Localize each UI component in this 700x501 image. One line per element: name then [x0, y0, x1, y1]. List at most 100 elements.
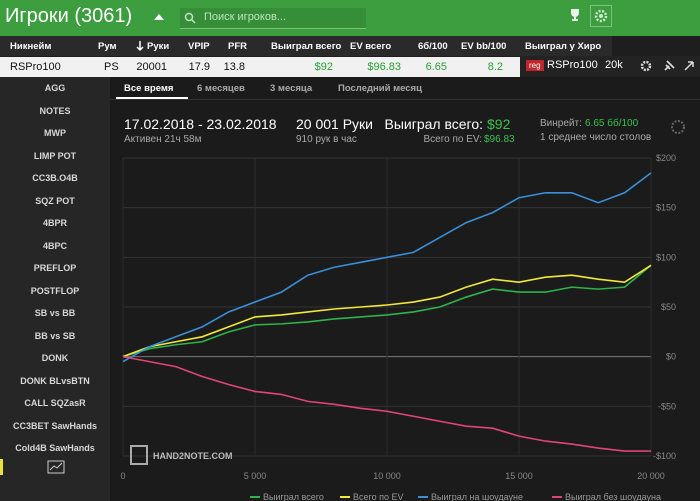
tab-divider — [110, 99, 700, 100]
won-label: Выиграл всего: — [384, 116, 484, 132]
watermark-logo — [130, 445, 148, 465]
won-value: $92 — [487, 116, 511, 132]
active-indicator — [0, 459, 3, 475]
sidebar-item[interactable]: CC3BET SawHands — [12, 420, 98, 431]
page-title: Игроки (3061) — [5, 5, 133, 27]
series-line — [122, 264, 652, 358]
sidebar-item[interactable]: 4BPR — [42, 218, 67, 228]
sidebar-item[interactable]: CC3B.O4B — [32, 173, 78, 183]
y-tick-label: $50 — [661, 302, 676, 312]
tab[interactable]: Все время — [124, 83, 174, 94]
gear-icon — [594, 9, 608, 23]
table-cell: 8.2 — [487, 61, 503, 73]
series-line — [122, 172, 652, 363]
sidebar-item[interactable]: 4BPC — [42, 240, 67, 251]
table-cell: RSPro100 — [10, 61, 61, 73]
legend-label: Всего по EV — [353, 492, 403, 501]
search-icon — [184, 12, 196, 24]
dropdown-arrow[interactable] — [153, 12, 165, 22]
sidebar-item[interactable]: SB vs BB — [34, 308, 76, 318]
sidebar-item[interactable]: MWP — [44, 128, 66, 138]
sidebar-item[interactable]: PREFLOP — [33, 263, 77, 273]
column-header[interactable]: PFR — [228, 41, 247, 52]
player-name: RSPro100 — [547, 59, 598, 71]
table-cell: 20001 — [136, 61, 167, 73]
search-box[interactable]: Поиск игроков... — [180, 8, 366, 29]
table-cell: 6.65 — [425, 61, 447, 73]
ev-value: $96.83 — [484, 134, 515, 145]
tab[interactable]: Последний месяц — [338, 83, 422, 94]
x-tick-label: 15 000 — [505, 471, 533, 481]
table-cell: PS — [104, 61, 119, 73]
avg-tables: 1 среднее число столов — [540, 132, 652, 143]
y-tick-label: $100 — [656, 252, 676, 262]
tab-underline — [116, 97, 188, 99]
tab[interactable]: 6 месяцев — [197, 83, 245, 94]
legend-label: Выиграл на шоудауне — [431, 492, 523, 501]
legend-label: Выиграл без шоудауна — [565, 492, 661, 501]
table-cell: 13.8 — [223, 61, 245, 73]
legend-label: Выиграл всего — [263, 492, 324, 501]
date-range: 17.02.2018 - 23.02.2018 — [124, 116, 277, 132]
column-header[interactable]: Рум — [98, 41, 117, 52]
chart-settings — [671, 120, 685, 134]
sidebar-item[interactable]: NOTES — [39, 105, 71, 116]
table-cell: $96.83 — [367, 61, 401, 73]
ev-label: Всего по EV: — [423, 134, 482, 145]
column-header[interactable]: Выиграл у Хиро — [525, 41, 602, 52]
column-header[interactable]: Никнейм — [10, 41, 52, 52]
y-tick-label: -$100 — [653, 451, 676, 461]
column-header[interactable]: Выиграл всего — [271, 41, 342, 52]
column-header[interactable]: Руки — [147, 41, 170, 52]
settings-button[interactable] — [590, 5, 612, 27]
watermark: HAND2NOTE.COM — [153, 451, 233, 461]
sidebar-item[interactable]: AGG — [44, 83, 66, 93]
trophy-icon[interactable] — [568, 8, 582, 22]
table-cell: $92 — [314, 61, 333, 73]
y-tick-label: -$50 — [658, 401, 676, 411]
sidebar-item[interactable]: LIMP POT — [33, 150, 77, 161]
player-hands: 20k — [605, 59, 623, 71]
column-header[interactable]: EV bb/100 — [461, 41, 507, 52]
collapse-icon[interactable] — [683, 60, 695, 72]
table-cell: 17.9 — [188, 61, 210, 73]
sidebar-item[interactable]: POSTFLOP — [30, 285, 80, 296]
x-tick-label: 20 000 — [637, 471, 665, 481]
player-panel: reg RSPro100 20k — [520, 56, 700, 77]
winrate-label: Винрейт: — [540, 118, 582, 129]
sort-arrow[interactable] — [136, 40, 144, 52]
sidebar-item[interactable]: BB vs SB — [34, 330, 76, 341]
player-badge: reg — [526, 60, 544, 71]
hands-per-hour: 910 рук в час — [296, 134, 357, 145]
chart-icon[interactable] — [47, 460, 65, 474]
gear-icon[interactable] — [639, 59, 653, 73]
series-line — [122, 264, 652, 358]
column-header[interactable]: EV всего — [350, 41, 392, 52]
winrate-value: 6.65 бб/100 — [585, 118, 639, 129]
sidebar-item[interactable]: SQZ POT — [35, 195, 75, 206]
active-time: Активен 21ч 58м — [124, 134, 202, 145]
y-tick-label: $0 — [666, 352, 676, 362]
pin-icon[interactable] — [662, 59, 676, 73]
sidebar-item[interactable]: CALL SQZasR — [24, 398, 86, 408]
sidebar: AGG NOTES MWP LIMP POT CC3B.O4B SQZ POT 4BPR 4B… — [0, 77, 110, 501]
table-row[interactable] — [0, 57, 520, 77]
hands: 20 001 Руки — [296, 116, 373, 132]
y-tick-label: $150 — [656, 203, 676, 213]
column-header[interactable]: VPIP — [188, 41, 210, 52]
x-tick-label: 5 000 — [244, 471, 267, 481]
table-header — [0, 36, 612, 56]
y-tick-label: $200 — [656, 153, 676, 163]
x-tick-label: 10 000 — [373, 471, 401, 481]
top-bar: Игроки (3061) Поиск игроков... — [0, 0, 700, 36]
search-placeholder: Поиск игроков... — [204, 11, 286, 23]
tab[interactable]: 3 месяца — [270, 83, 313, 94]
column-header[interactable]: 6б/100 — [418, 41, 448, 52]
series-line — [122, 355, 651, 452]
sidebar-item[interactable]: DONK BLvsBTN — [20, 375, 90, 386]
sidebar-item[interactable]: Cold4B SawHands — [15, 443, 95, 453]
sidebar-item[interactable]: DONK — [41, 353, 69, 363]
x-tick-label: 0 — [120, 471, 125, 481]
